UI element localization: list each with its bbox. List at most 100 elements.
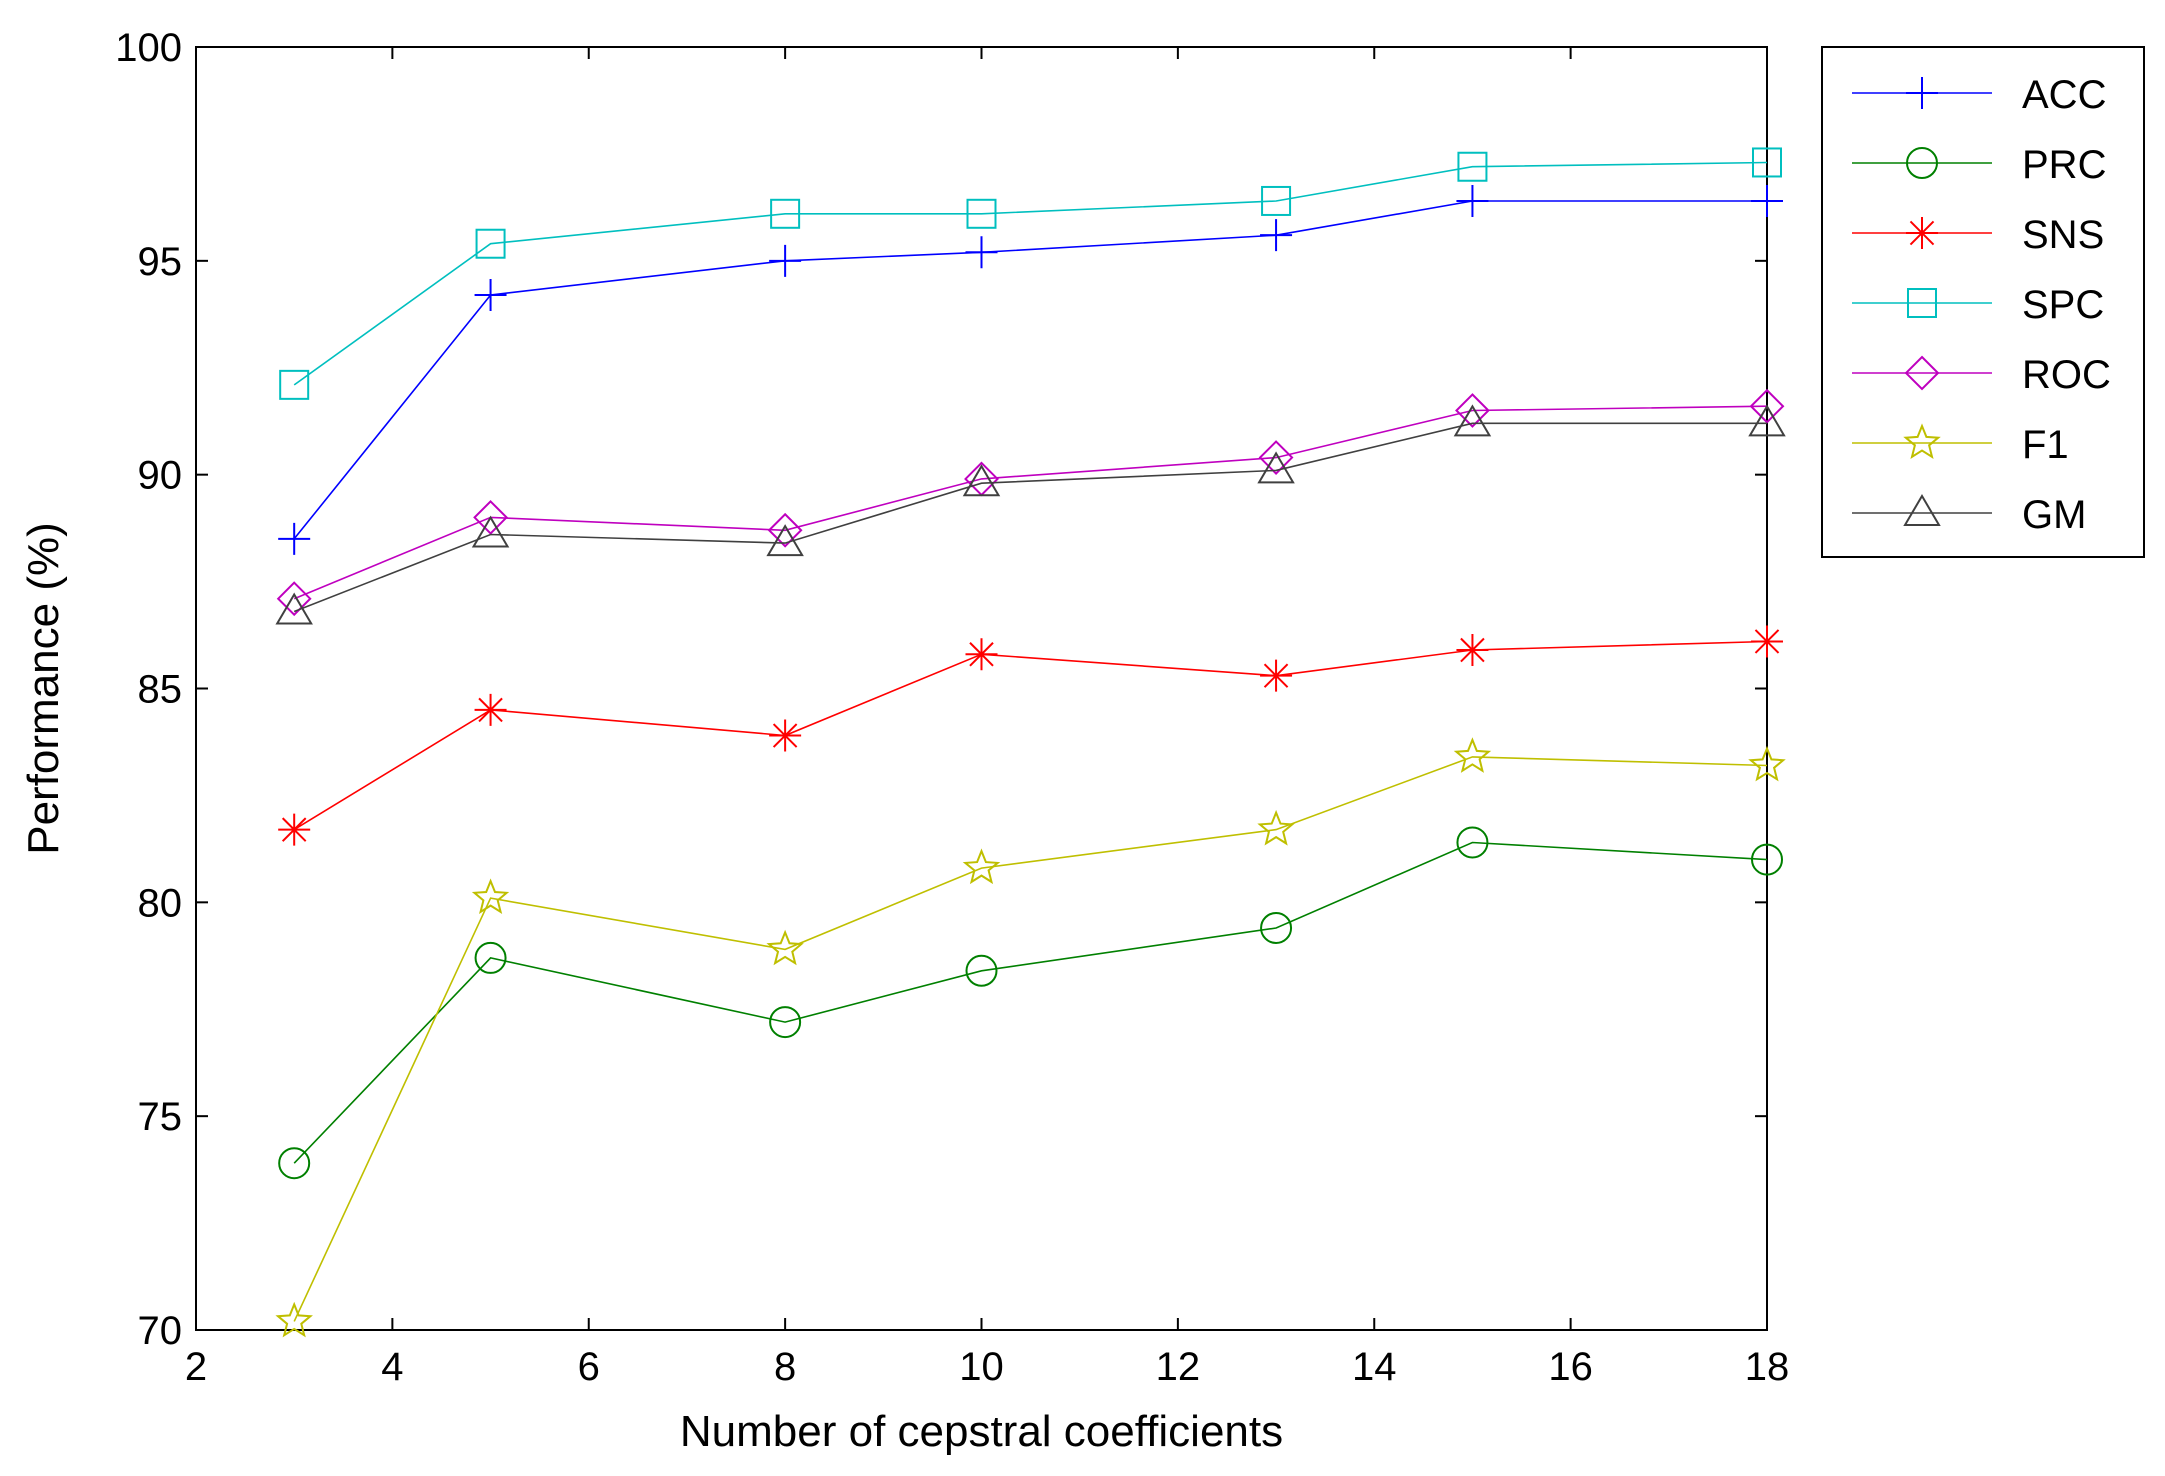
legend-item-gm: GM — [1852, 493, 2086, 537]
legend-label-prc: PRC — [2022, 143, 2106, 187]
y-tick-label: 70 — [138, 1309, 183, 1353]
series-spc — [279, 147, 1782, 400]
series-acc-point — [278, 522, 311, 555]
series-prc — [278, 826, 1783, 1180]
series-prc-point — [1260, 911, 1293, 944]
legend: ACC PRC SNS SPC ROC F1 GM — [1821, 46, 2145, 558]
legend-item-sns: SNS — [1852, 213, 2104, 257]
legend-label-sns: SNS — [2022, 213, 2104, 257]
series-sns-point — [278, 813, 311, 846]
y-tick-label: 90 — [138, 454, 183, 498]
legend-marker-sns — [1906, 217, 1938, 249]
legend-marker-roc — [1904, 355, 1940, 391]
series-sns — [278, 625, 1783, 846]
legend-label-roc: ROC — [2022, 353, 2111, 397]
series-f1-point — [471, 878, 510, 914]
series-sns-point — [1260, 659, 1293, 692]
series-gm-point — [1748, 404, 1786, 437]
series-acc-point — [1456, 184, 1489, 217]
axes: 2 4 6 8 10 12 14 16 18 70 75 80 85 90 95 100 — [115, 26, 1789, 1389]
series-f1-point — [1748, 745, 1786, 782]
legend-item-roc: ROC — [1852, 353, 2111, 397]
series-f1-point — [1257, 809, 1295, 846]
series-spc-point — [770, 198, 801, 229]
series-f1-point — [962, 848, 1001, 885]
series-f1-point — [275, 1301, 313, 1338]
series-acc-point — [474, 279, 507, 312]
x-tick-label: 16 — [1548, 1345, 1593, 1389]
series-gm-point — [1257, 451, 1295, 484]
series-roc-point — [767, 512, 803, 548]
series-spc-point — [1457, 151, 1488, 182]
legend-item-prc: PRC — [1852, 143, 2106, 187]
legend-label-f1: F1 — [2022, 423, 2069, 467]
series-sns-point — [474, 693, 507, 726]
series-acc-point — [1751, 184, 1783, 217]
legend-marker-prc — [1906, 147, 1938, 179]
series-spc-point — [1261, 185, 1292, 216]
y-tick-label: 85 — [138, 668, 183, 712]
series-prc-line — [293, 841, 1768, 1164]
series-prc-point — [769, 1006, 802, 1039]
x-axis-label: Number of cepstral coefficients — [680, 1407, 1283, 1456]
legend-box — [1821, 46, 2145, 558]
series-sns-point — [769, 719, 802, 752]
x-tick-label: 18 — [1745, 1345, 1790, 1389]
series-spc-point — [279, 369, 310, 400]
series-spc-line — [293, 161, 1768, 386]
series-spc-point — [1752, 147, 1782, 178]
x-tick-label: 8 — [774, 1345, 796, 1389]
x-tick-label: 12 — [1156, 1345, 1201, 1389]
series-sns-point — [1456, 634, 1489, 667]
legend-label-acc: ACC — [2022, 73, 2106, 117]
legend-item-f1: F1 — [1852, 423, 2069, 467]
series-roc-point — [1455, 393, 1490, 428]
legend-item-acc: ACC — [1852, 73, 2106, 117]
y-tick-label: 100 — [115, 26, 182, 70]
series-roc-point — [473, 500, 508, 535]
y-tick-label: 75 — [138, 1095, 183, 1139]
series-acc-point — [769, 244, 802, 277]
x-tick-label: 6 — [578, 1345, 600, 1389]
series-f1 — [275, 737, 1786, 1338]
y-axis-label: Performance (%) — [19, 522, 68, 855]
series-prc-point — [1456, 826, 1489, 859]
series-group — [275, 147, 1786, 1338]
series-spc-point — [475, 228, 506, 259]
series-gm-point — [471, 515, 510, 548]
legend-marker-f1 — [1903, 423, 1941, 459]
legend-label-gm: GM — [2022, 493, 2086, 537]
series-gm-point — [275, 592, 313, 625]
x-tick-label: 10 — [959, 1345, 1004, 1389]
series-f1-point — [766, 929, 804, 966]
series-acc-point — [1260, 219, 1293, 252]
legend-marker-gm — [1903, 494, 1941, 526]
x-tick-label: 4 — [381, 1345, 403, 1389]
x-tick-label: 14 — [1352, 1345, 1397, 1389]
series-prc-point — [1751, 843, 1783, 876]
series-prc-point — [474, 941, 507, 974]
y-tick-label: 95 — [138, 240, 183, 284]
series-gm — [275, 404, 1786, 625]
y-tick-label: 80 — [138, 881, 183, 925]
legend-label-spc: SPC — [2022, 283, 2104, 327]
series-roc-point — [1749, 388, 1785, 424]
series-prc-point — [965, 954, 998, 987]
series-prc-point — [278, 1147, 311, 1180]
series-sns-point — [1751, 625, 1783, 658]
series-gm-line — [293, 422, 1767, 613]
series-f1-line — [293, 756, 1768, 1322]
series-gm-point — [962, 464, 1001, 497]
series-sns-point — [965, 638, 998, 671]
legend-marker-spc — [1907, 288, 1937, 318]
legend-marker-acc — [1906, 77, 1938, 109]
series-spc-point — [966, 198, 997, 229]
series-acc-point — [965, 236, 998, 269]
legend-item-spc: SPC — [1852, 283, 2104, 327]
x-tick-label: 2 — [185, 1345, 207, 1389]
series-roc-point — [276, 581, 312, 617]
series-roc-point — [1258, 440, 1294, 475]
series-acc — [278, 184, 1783, 555]
